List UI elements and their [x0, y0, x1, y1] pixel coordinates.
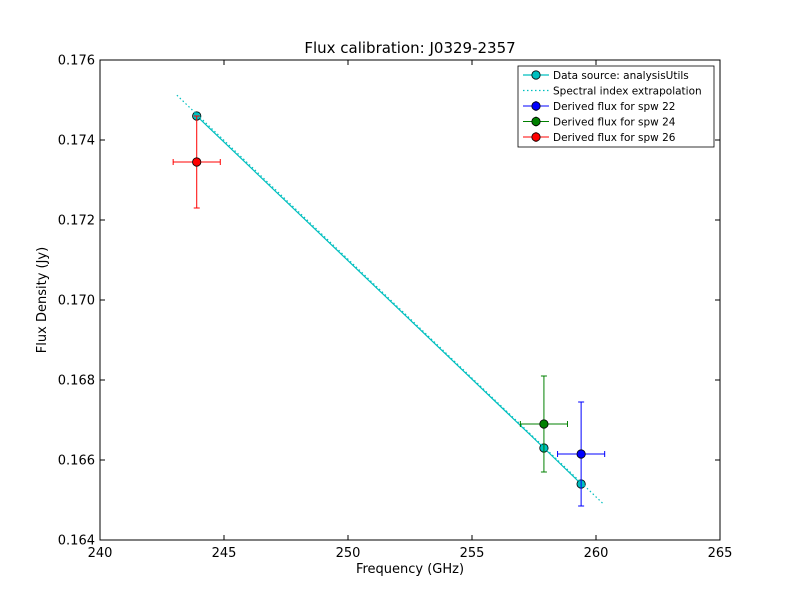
- x-tick-label: 240: [88, 546, 113, 561]
- derived-flux-point: [192, 157, 202, 167]
- legend-label: Spectral index extrapolation: [553, 86, 702, 98]
- y-tick-label: 0.176: [58, 54, 95, 69]
- x-tick-label: 260: [584, 546, 609, 561]
- y-tick-label: 0.170: [58, 294, 95, 309]
- x-tick-label: 265: [708, 546, 733, 561]
- y-tick-label: 0.166: [58, 454, 95, 469]
- y-tick-label: 0.164: [58, 534, 95, 549]
- x-tick-label: 250: [336, 546, 361, 561]
- legend-label: Derived flux for spw 24: [553, 117, 676, 129]
- y-tick-label: 0.168: [58, 374, 95, 389]
- extrapolation-line: [176, 94, 604, 505]
- derived-flux-point: [576, 449, 586, 459]
- axes: 240 245 250 255 260 265 0.164 0.166 0.168 0.170 0.…: [58, 54, 733, 562]
- y-tick-label: 0.172: [58, 214, 95, 229]
- chart-title: Flux calibration: J0329-2357: [304, 39, 515, 57]
- legend-label: Data source: analysisUtils: [553, 70, 689, 82]
- y-axis-label: Flux Density (Jy): [35, 247, 50, 353]
- legend-handle-marker: [531, 116, 541, 127]
- legend-handle-marker: [531, 101, 541, 111]
- plot-area: [172, 94, 606, 507]
- legend-label: Derived flux for spw 26: [553, 132, 676, 144]
- legend-label: Derived flux for spw 22: [553, 101, 675, 113]
- derived-flux-point: [539, 419, 549, 429]
- x-tick-label: 255: [460, 546, 485, 561]
- y-tick-label: 0.174: [58, 134, 95, 149]
- legend-handle-marker: [531, 132, 541, 142]
- legend-box: [517, 65, 715, 148]
- legend: Data source: analysisUtils Spectral index…: [517, 65, 715, 148]
- legend-handle-marker: [531, 70, 541, 80]
- x-axis-label: Frequency (GHz): [356, 562, 464, 577]
- x-tick-label: 245: [212, 546, 237, 561]
